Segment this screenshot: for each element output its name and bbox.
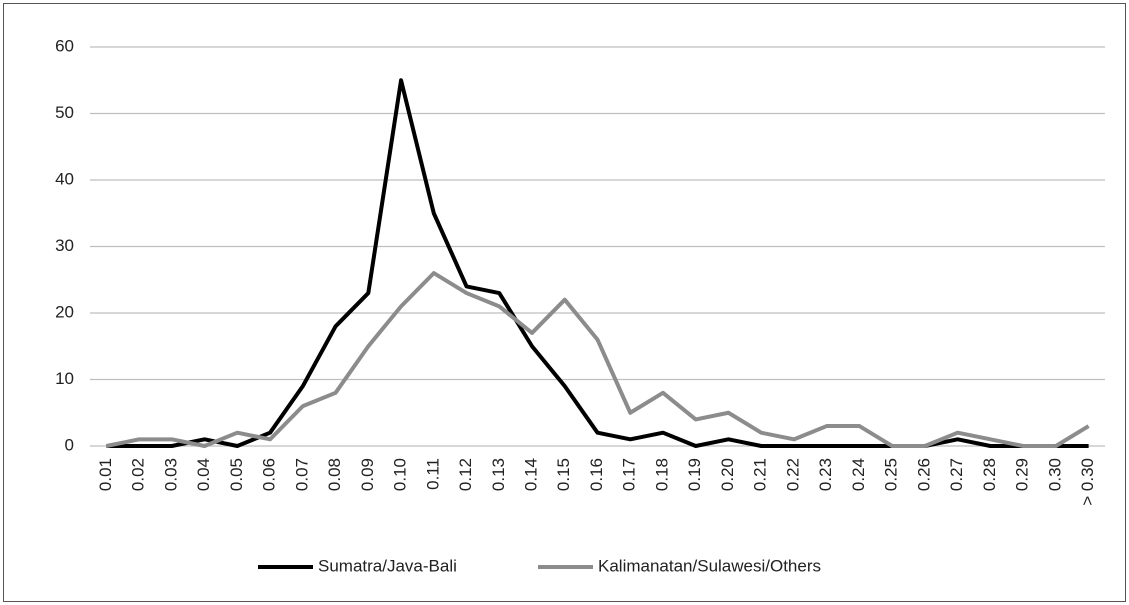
series-line — [106, 78, 1089, 448]
x-tick-label: 0.04 — [194, 458, 213, 491]
legend-label: Sumatra/Java-Bali — [318, 556, 457, 575]
y-tick-label: 40 — [55, 169, 74, 188]
y-tick-label: 60 — [55, 36, 74, 55]
x-tick-label: 0.13 — [489, 458, 508, 491]
x-tick-label: 0.20 — [718, 458, 737, 491]
x-tick-label: 0.17 — [620, 458, 639, 491]
y-tick-label: 10 — [55, 369, 74, 388]
y-tick-label: 20 — [55, 302, 74, 321]
x-tick-label: 0.26 — [914, 458, 933, 491]
x-tick-label: 0.01 — [96, 458, 115, 491]
x-tick-label: 0.21 — [751, 458, 770, 491]
x-tick-label: 0.19 — [685, 458, 704, 491]
x-tick-label: 0.23 — [816, 458, 835, 491]
x-tick-label: 0.07 — [292, 458, 311, 491]
x-tick-label: 0.02 — [129, 458, 148, 491]
x-tick-label: 0.06 — [260, 458, 279, 491]
x-tick-label: 0.25 — [882, 458, 901, 491]
x-tick-label: 0.24 — [849, 458, 868, 491]
y-tick-label: 0 — [65, 435, 74, 454]
x-tick-label: 0.15 — [554, 458, 573, 491]
y-tick-label: 50 — [55, 103, 74, 122]
x-tick-label: 0.28 — [980, 458, 999, 491]
x-tick-label: 0.16 — [587, 458, 606, 491]
x-tick-label: 0.30 — [1045, 458, 1064, 491]
x-tick-label: 0.18 — [652, 458, 671, 491]
chart-border — [3, 3, 1126, 602]
x-tick-label: 0.11 — [423, 458, 442, 490]
x-tick-label: 0.05 — [227, 458, 246, 491]
x-tick-label: 0.14 — [522, 458, 541, 491]
legend-label: Kalimanatan/Sulawesi/Others — [598, 556, 821, 575]
y-tick-label: 30 — [55, 236, 74, 255]
x-tick-label: 0.29 — [1013, 458, 1032, 491]
x-tick-label: 0.03 — [161, 458, 180, 491]
x-tick-label: 0.12 — [456, 458, 475, 491]
x-tick-label: 0.22 — [783, 458, 802, 491]
x-tick-label: 0.10 — [391, 458, 410, 491]
x-tick-label: 0.08 — [325, 458, 344, 491]
x-tick-label: 0.27 — [947, 458, 966, 491]
x-tick-label: > 0.30 — [1078, 458, 1097, 506]
series-line — [105, 271, 1090, 448]
x-tick-label: 0.09 — [358, 458, 377, 491]
